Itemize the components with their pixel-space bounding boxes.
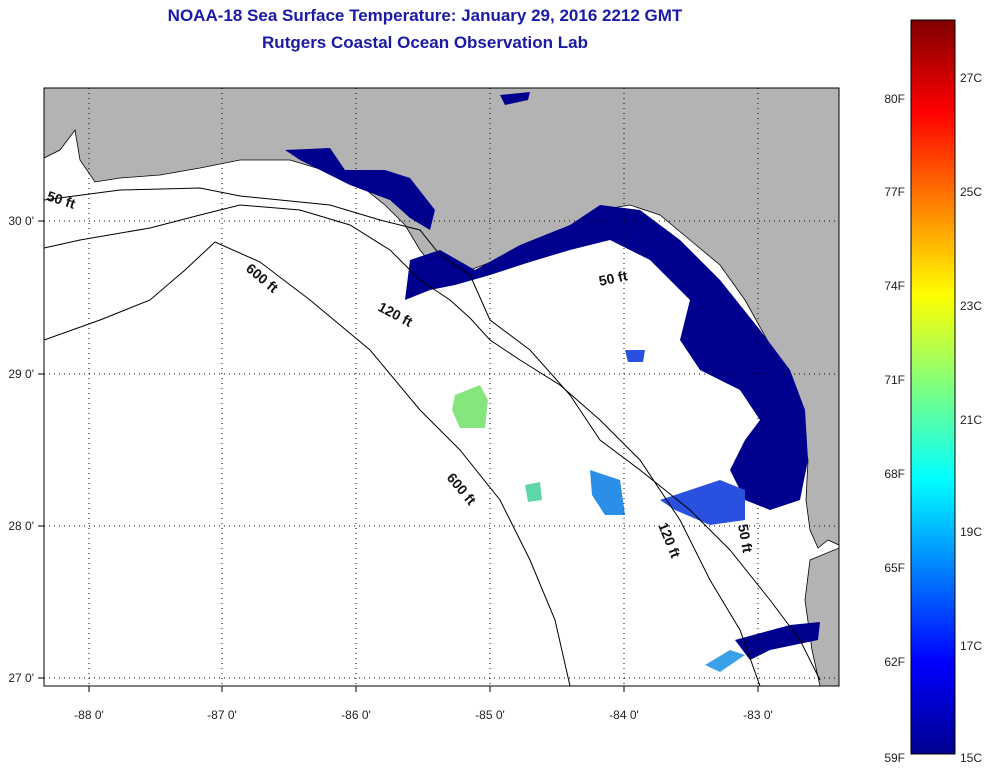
contour-label: 50 ft: [735, 523, 756, 554]
colorbar-c-label: 25C: [960, 185, 982, 199]
tick-marks: [38, 220, 759, 692]
colorbar-f-label: 80F: [884, 92, 905, 106]
map-subtitle: Rutgers Coastal Ocean Observation Lab: [262, 33, 588, 52]
colorbar-c-label: 15C: [960, 751, 982, 765]
map-title: NOAA-18 Sea Surface Temperature: January…: [167, 6, 683, 25]
lat-tick-label: 29 0': [8, 367, 34, 381]
lon-tick-label: -86 0': [341, 708, 371, 722]
sst-warm-patches: [452, 350, 745, 672]
bathymetry-contours: [44, 187, 821, 686]
colorbar-c-label: 21C: [960, 413, 982, 427]
colorbar-f-label: 59F: [884, 751, 905, 765]
colorbar-c-label: 23C: [960, 299, 982, 313]
colorbar-c-label: 17C: [960, 639, 982, 653]
lon-tick-label: -83 0': [743, 708, 773, 722]
lon-tick-label: -87 0': [207, 708, 237, 722]
lat-tick-label: 27 0': [8, 671, 34, 685]
lat-tick-label: 28 0': [8, 519, 34, 533]
colorbar: [910, 19, 956, 755]
lon-tick-label: -84 0': [609, 708, 639, 722]
colorbar-f-label: 68F: [884, 467, 905, 481]
colorbar-f-label: 77F: [884, 185, 905, 199]
lon-tick-label: -85 0': [475, 708, 505, 722]
colorbar-f-label: 65F: [884, 561, 905, 575]
colorbar-f-label: 74F: [884, 279, 905, 293]
map-frame: [43, 87, 840, 687]
contour-label: 50 ft: [597, 267, 629, 289]
map-area: 50 ft 600 ft 120 ft 50 ft 600 ft 120 ft …: [44, 88, 839, 686]
lat-tick-label: 30 0': [8, 214, 34, 228]
colorbar-f-label: 71F: [884, 373, 905, 387]
colorbar-f-label: 62F: [884, 655, 905, 669]
sst-cold-patches: [285, 92, 820, 660]
lon-tick-label: -88 0': [74, 708, 104, 722]
south-florida-land: [804, 547, 839, 686]
colorbar-c-label: 19C: [960, 525, 982, 539]
colorbar-c-label: 27C: [960, 71, 982, 85]
